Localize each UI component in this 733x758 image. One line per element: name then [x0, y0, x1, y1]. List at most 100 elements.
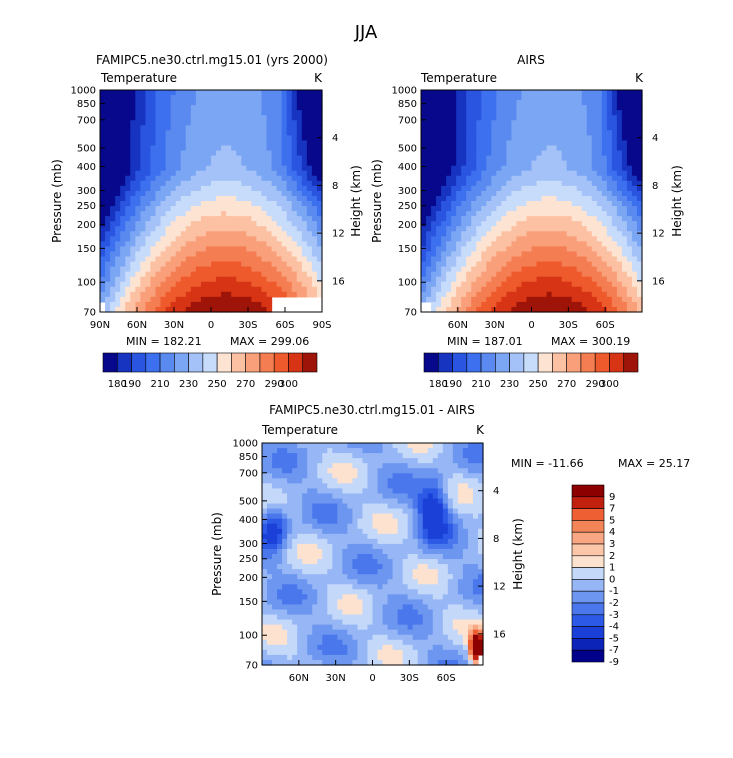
contour-cell [307, 548, 313, 555]
contour-cell [115, 271, 121, 278]
contour-cell [452, 448, 459, 454]
contour-cell [185, 90, 192, 96]
contour-cell [272, 518, 278, 525]
contour-cell [466, 160, 472, 167]
contour-cell [236, 95, 242, 101]
contour-cell [586, 306, 593, 313]
contour-cell [311, 221, 318, 227]
contour-cell [447, 488, 454, 495]
contour-cell [362, 463, 369, 469]
contour-cell [511, 291, 518, 298]
contour-cell [195, 195, 202, 202]
contour-cell [591, 130, 598, 137]
contour-cell [311, 226, 318, 232]
contour-cell [601, 195, 608, 202]
contour-cell [466, 281, 472, 288]
contour-cell [412, 493, 419, 500]
contour-cell [531, 165, 538, 172]
colorbar-label: 250 [208, 379, 227, 390]
contour-cell [467, 493, 474, 500]
contour-cell [165, 296, 172, 303]
contour-cell [526, 90, 533, 96]
contour-cell [272, 473, 278, 479]
contour-cell [432, 478, 439, 484]
contour-cell [115, 286, 121, 293]
contour-cell [621, 145, 628, 152]
contour-cell [451, 246, 457, 253]
colorbar-label: 270 [557, 379, 576, 390]
contour-cell [140, 236, 147, 242]
contour-cell [120, 226, 126, 232]
contour-cell [606, 95, 613, 101]
contour-cell [462, 448, 469, 454]
contour-cell [451, 95, 457, 101]
contour-cell [296, 170, 303, 177]
contour-cell [337, 443, 343, 449]
contour-cell [211, 190, 217, 197]
contour-cell [267, 478, 273, 484]
contour-cell [262, 528, 268, 535]
contour-cell [611, 165, 618, 172]
contour-cell [536, 100, 543, 106]
contour-cell [426, 170, 432, 177]
contour-cell [211, 105, 217, 111]
contour-cell [261, 195, 268, 202]
contour-cell [561, 291, 568, 298]
contour-cell [246, 301, 252, 308]
contour-cell [442, 533, 449, 540]
contour-cell [466, 150, 472, 157]
contour-cell [322, 443, 328, 449]
contour-cell [205, 105, 212, 111]
contour-cell [140, 266, 147, 273]
contour-cell [531, 211, 538, 217]
contour-cell [337, 513, 343, 520]
contour-cell [281, 271, 288, 278]
contour-cell [561, 251, 568, 258]
contour-cell [471, 90, 477, 96]
contour-cell [276, 246, 283, 253]
contour-cell [531, 271, 538, 278]
contour-cell [140, 206, 147, 212]
contour-cell [271, 206, 278, 212]
contour-cell [292, 448, 298, 454]
contour-cell [211, 130, 217, 137]
contour-cell [311, 160, 318, 167]
contour-cell [140, 130, 147, 137]
contour-cell [251, 291, 258, 298]
contour-cell [226, 261, 232, 268]
contour-cell [481, 231, 487, 237]
contour-cell [165, 180, 172, 187]
contour-cell [301, 286, 308, 293]
contour-cell [155, 165, 162, 172]
contour-cell [491, 100, 497, 106]
contour-cell [616, 150, 623, 157]
contour-cell [205, 256, 212, 263]
contour-cell [296, 150, 303, 157]
contour-cell [571, 145, 578, 152]
contour-cell [185, 180, 192, 187]
contour-cell [546, 155, 553, 162]
contour-cell [317, 493, 323, 500]
contour-cell [120, 135, 126, 142]
contour-cell [140, 120, 147, 126]
contour-cell [286, 130, 293, 137]
contour-cell [616, 155, 623, 162]
contour-cell [546, 105, 553, 111]
contour-cell [251, 100, 258, 106]
contour-cell [216, 115, 222, 121]
contour-cell [576, 110, 583, 116]
contour-cell [125, 281, 131, 288]
contour-cell [407, 543, 414, 550]
contour-cell [441, 150, 447, 157]
contour-cell [327, 538, 333, 545]
contour-cell [327, 468, 333, 474]
contour-cell [516, 286, 523, 293]
contour-cell [456, 301, 462, 308]
contour-cell [571, 271, 578, 278]
contour-cell [311, 170, 318, 177]
contour-cell [311, 216, 318, 222]
contour-cell [426, 185, 432, 192]
contour-cell [271, 130, 278, 137]
contour-cell [457, 463, 464, 469]
contour-cell [130, 110, 136, 116]
